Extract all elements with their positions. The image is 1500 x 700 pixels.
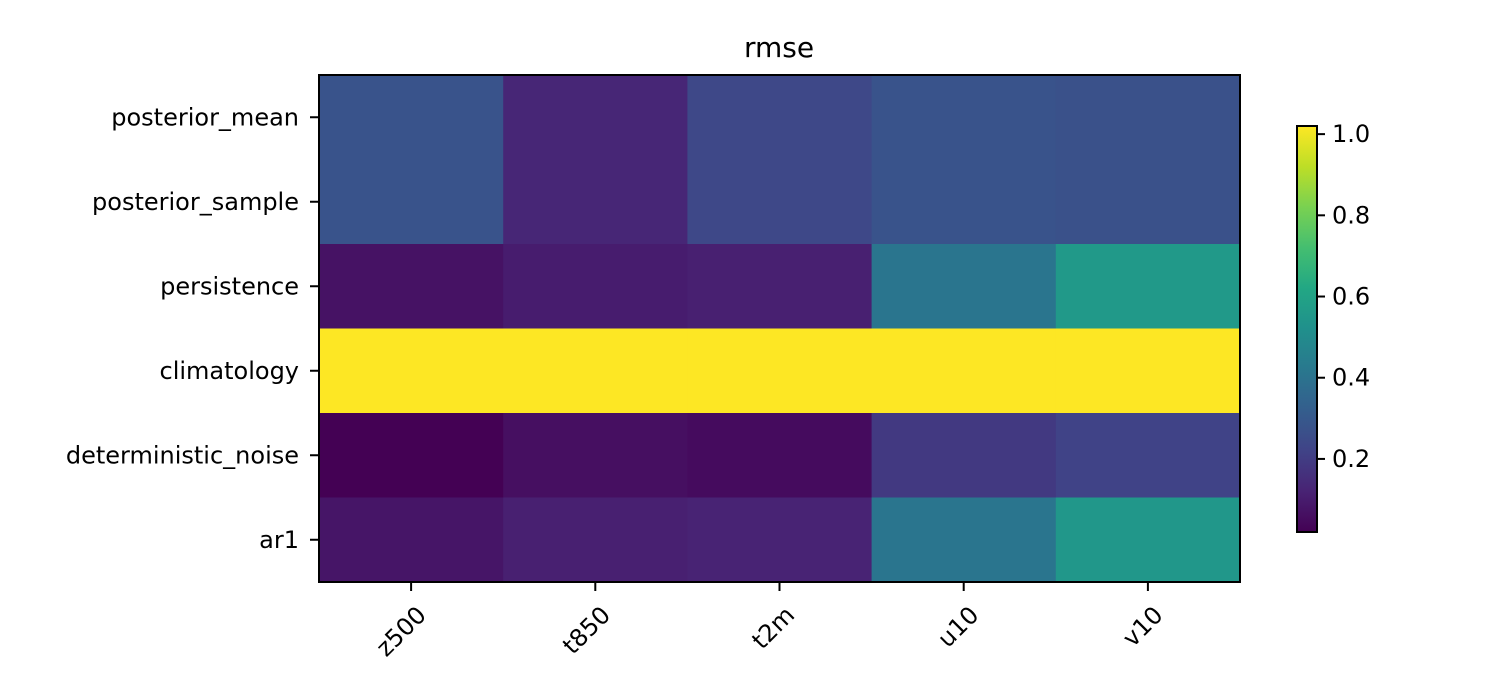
heatmap-cell xyxy=(871,328,1057,414)
heatmap-cell xyxy=(319,159,504,245)
heatmap-cell xyxy=(503,75,688,161)
heatmap-cell xyxy=(1055,497,1241,583)
heatmap-cell xyxy=(687,413,873,499)
heatmap-cell xyxy=(871,497,1057,583)
x-tick-label: t2m xyxy=(746,601,800,655)
x-axis: z500 t850 t2m u10 v10 xyxy=(371,582,1169,662)
heatmap-cell xyxy=(319,413,504,499)
y-tick-label: persistence xyxy=(160,272,299,300)
heatmap-cell xyxy=(503,328,688,414)
heatmap-cell xyxy=(1055,413,1241,499)
heatmap-cell xyxy=(1055,159,1241,245)
y-tick-label: posterior_mean xyxy=(111,103,299,131)
chart-title: rmse xyxy=(744,31,814,64)
y-tick-label: climatology xyxy=(160,357,300,385)
x-tick-label: z500 xyxy=(371,601,432,662)
colorbar: 0.2 0.4 0.6 0.8 1.0 xyxy=(1296,120,1370,533)
heatmap-cell xyxy=(1055,328,1241,414)
heatmap-cell xyxy=(319,244,504,330)
heatmap-cell xyxy=(1055,244,1241,330)
heatmap-cell xyxy=(319,328,504,414)
colorbar-tick-label: 0.4 xyxy=(1332,364,1370,392)
x-tick-label: u10 xyxy=(932,601,984,653)
heatmap-cell xyxy=(319,75,504,161)
heatmap-cell xyxy=(687,244,873,330)
colorbar-tick-label: 0.8 xyxy=(1332,201,1370,229)
heatmap-cell xyxy=(503,497,688,583)
heatmap-cell xyxy=(687,328,873,414)
heatmap-cell xyxy=(503,159,688,245)
heatmap-cell xyxy=(687,497,873,583)
y-tick-label: deterministic_noise xyxy=(66,441,299,469)
heatmap-cell xyxy=(503,413,688,499)
y-tick-label: posterior_sample xyxy=(92,188,299,216)
y-axis: posterior_mean posterior_sample persistenc… xyxy=(66,103,319,554)
heatmap-cell xyxy=(319,497,504,583)
heatmap-cell xyxy=(871,159,1057,245)
colorbar-tick-label: 1.0 xyxy=(1332,120,1370,148)
colorbar-gradient xyxy=(1297,126,1317,532)
y-tick-label: ar1 xyxy=(259,526,299,554)
colorbar-tick-label: 0.2 xyxy=(1332,445,1370,473)
heatmap-cell xyxy=(503,244,688,330)
x-tick-label: t850 xyxy=(557,601,616,660)
heatmap-cell xyxy=(871,413,1057,499)
colorbar-tick-label: 0.6 xyxy=(1332,283,1370,311)
heatmap-cell xyxy=(1055,75,1241,161)
heatmap-cells xyxy=(319,75,1241,583)
colorbar-frame xyxy=(1296,125,1318,533)
heatmap-cell xyxy=(687,159,873,245)
x-tick-label: v10 xyxy=(1117,601,1168,652)
heatmap-cell xyxy=(687,75,873,161)
heatmap-cell xyxy=(871,75,1057,161)
heatmap-cell xyxy=(871,244,1057,330)
